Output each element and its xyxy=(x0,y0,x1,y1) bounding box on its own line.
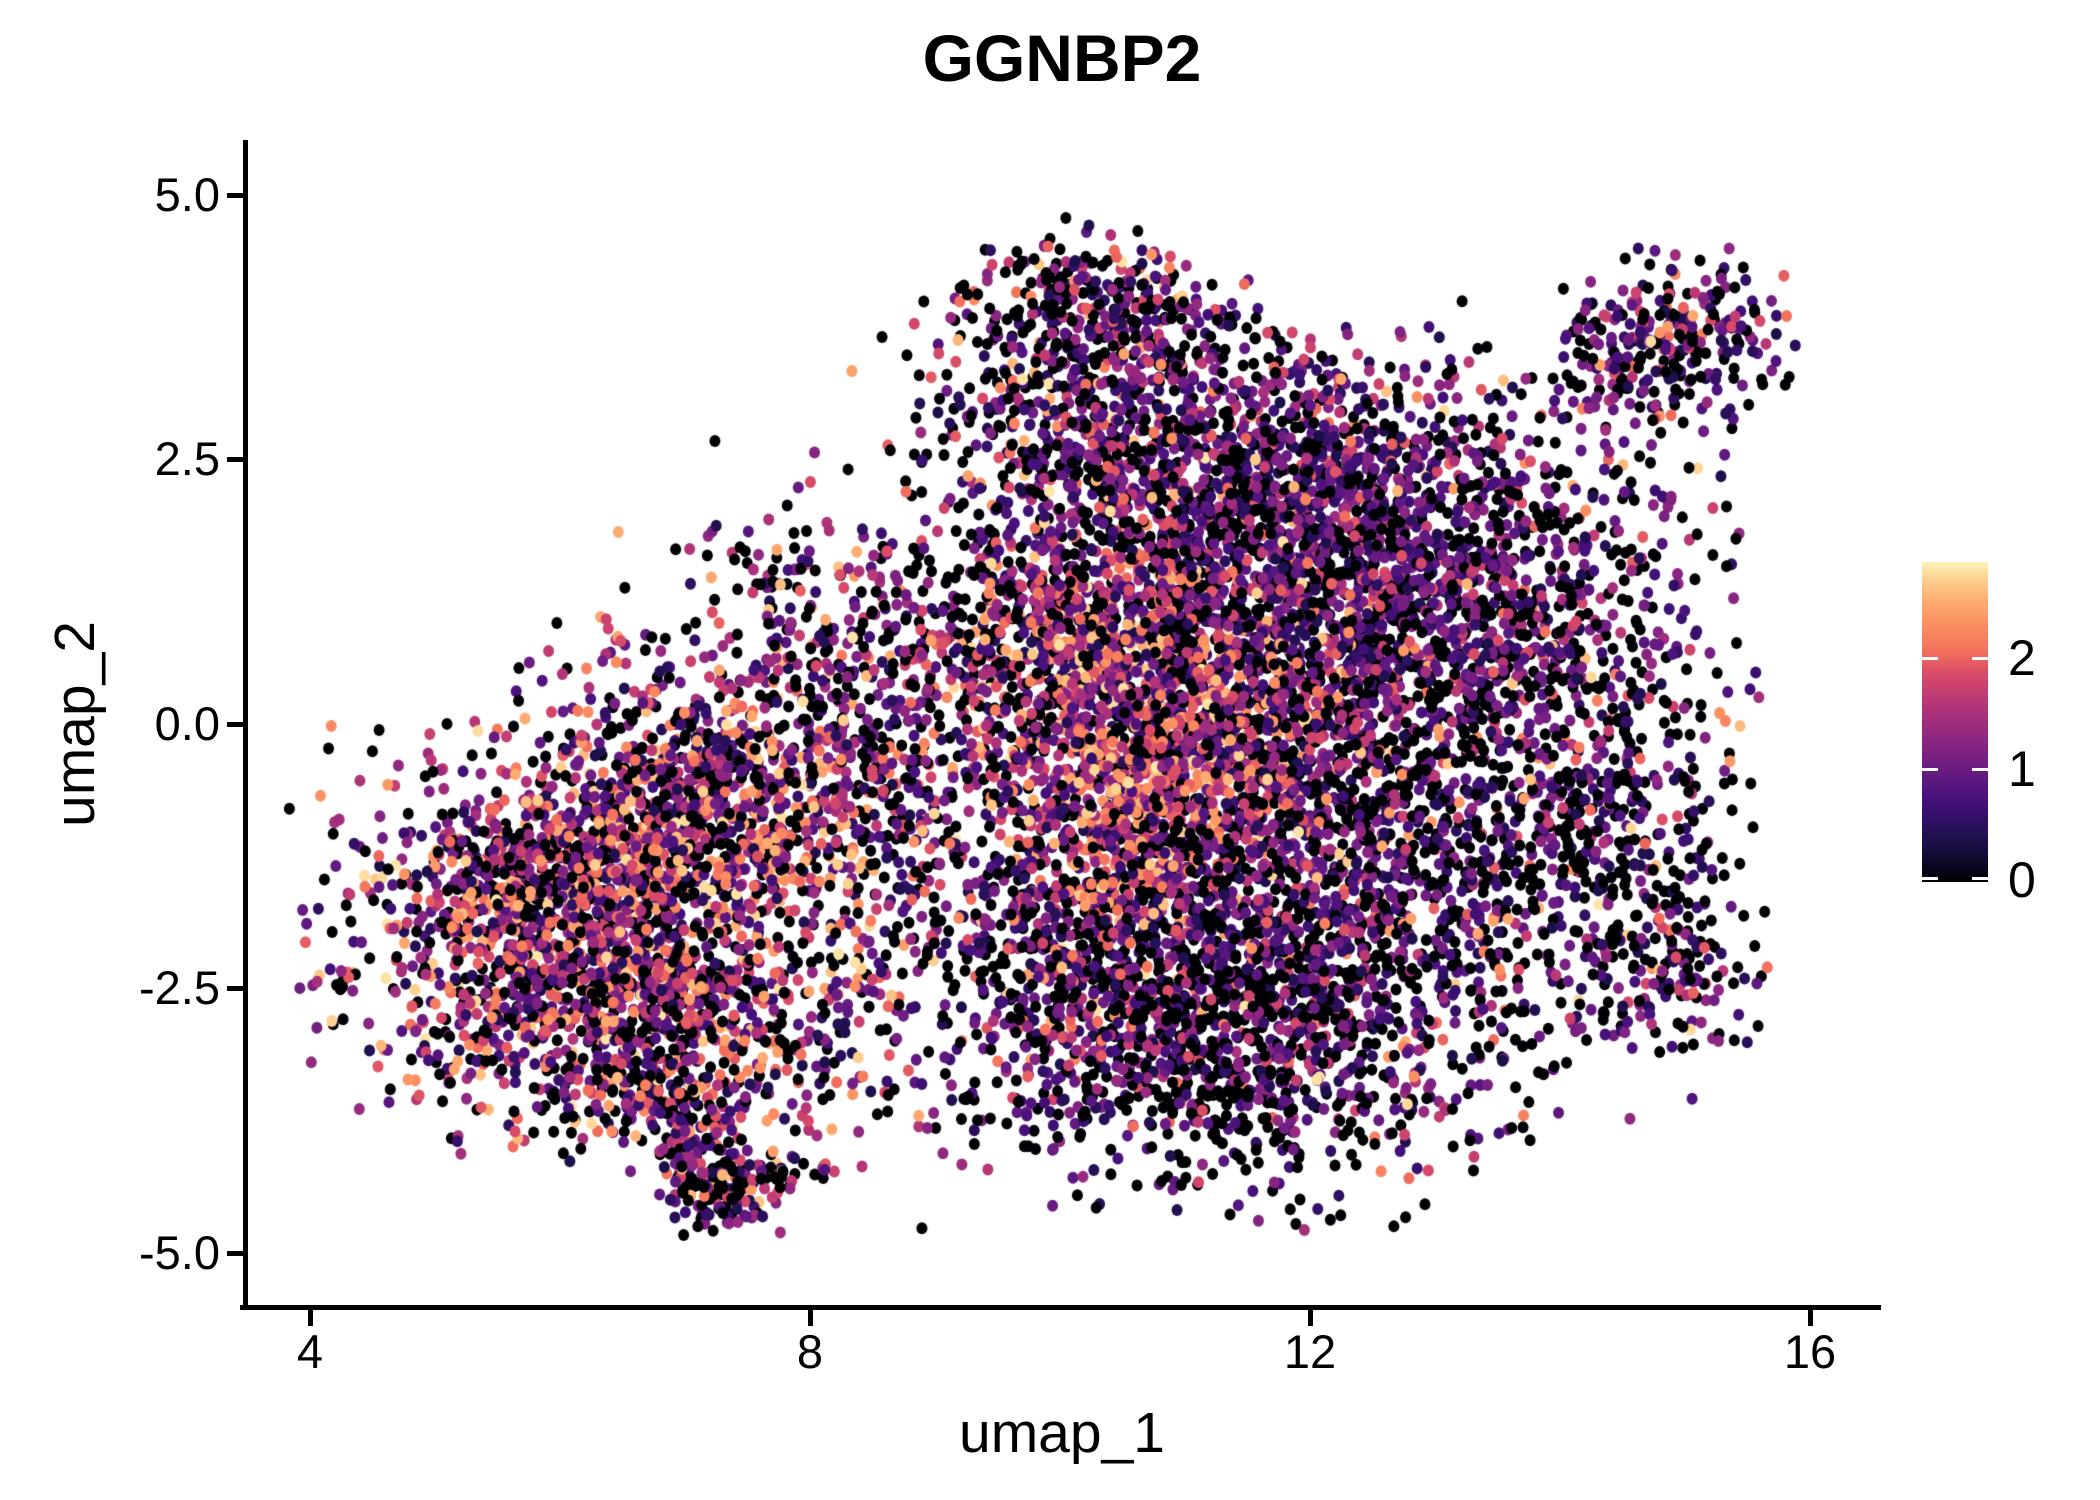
x-tick-mark xyxy=(1808,1310,1813,1326)
x-axis-line xyxy=(240,1305,1881,1310)
colorbar-tick-label: 0 xyxy=(2008,852,2036,908)
y-tick-mark xyxy=(227,722,243,727)
y-tick-mark xyxy=(227,1251,243,1256)
y-tick-mark xyxy=(227,986,243,991)
y-axis-title: umap_2 xyxy=(43,621,107,827)
x-tick-label: 16 xyxy=(1783,1325,1837,1378)
colorbar-tick-label: 2 xyxy=(2008,630,2036,686)
x-tick-label: 12 xyxy=(1283,1325,1337,1378)
x-tick-label: 4 xyxy=(296,1325,324,1378)
colorbar-tick-mark xyxy=(1972,768,1988,771)
colorbar-tick-mark xyxy=(1922,768,1938,771)
y-axis-line xyxy=(243,140,248,1307)
y-tick-mark xyxy=(227,457,243,462)
y-tick-mark xyxy=(227,193,243,198)
x-tick-label: 8 xyxy=(796,1325,824,1378)
colorbar-tick-mark xyxy=(1972,877,1988,880)
colorbar-tick-mark xyxy=(1922,657,1938,660)
colorbar-gradient xyxy=(1922,562,1988,882)
x-tick-mark xyxy=(1308,1310,1313,1326)
colorbar-tick-mark xyxy=(1922,877,1938,880)
plot-title: GGNBP2 xyxy=(922,21,1202,95)
colorbar-tick-mark xyxy=(1972,657,1988,660)
y-tick-label: -5.0 xyxy=(139,1226,220,1279)
x-tick-mark xyxy=(308,1310,313,1326)
colorbar-tick-label: 1 xyxy=(2008,741,2036,797)
y-tick-label: 5.0 xyxy=(154,168,220,221)
y-tick-label: -2.5 xyxy=(139,961,220,1014)
x-tick-mark xyxy=(808,1310,813,1326)
y-tick-label: 0.0 xyxy=(154,697,220,750)
y-tick-label: 2.5 xyxy=(154,432,220,485)
x-axis-title: umap_1 xyxy=(959,1401,1165,1465)
